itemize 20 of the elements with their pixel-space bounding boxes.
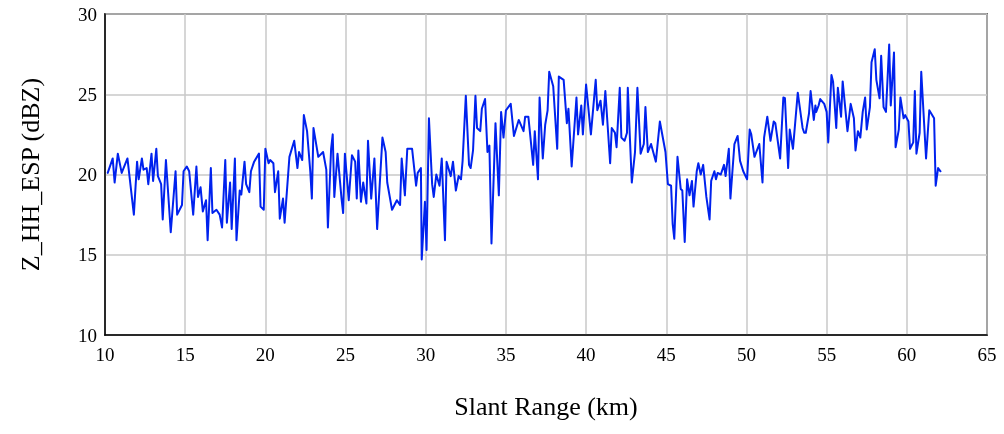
- y-tick-label: 25: [78, 83, 97, 105]
- y-tick-label: 20: [78, 164, 97, 185]
- x-tick-label: 15: [175, 344, 195, 365]
- y-tick-label: 10: [78, 324, 97, 346]
- y-axis-title: Z_HH_ESP (dBZ): [15, 77, 45, 272]
- x-axis-title: Slant Range (km): [454, 391, 638, 421]
- y-tick-label: 15: [78, 244, 97, 266]
- x-tick-label: 35: [496, 344, 516, 365]
- x-tick-label: 25: [336, 344, 356, 365]
- x-tick-label: 30: [416, 344, 436, 365]
- x-tick-label: 40: [576, 344, 596, 365]
- x-tick-label: 65: [977, 344, 997, 365]
- x-tick-label: 45: [656, 344, 676, 365]
- x-tick-label: 60: [897, 344, 917, 365]
- x-tick-label: 55: [817, 344, 837, 365]
- line-series: [106, 43, 942, 261]
- x-tick-label: 10: [95, 344, 115, 365]
- x-tick-label: 50: [736, 344, 756, 365]
- y-tick-label: 30: [78, 3, 97, 25]
- x-tick-label: 20: [255, 344, 275, 365]
